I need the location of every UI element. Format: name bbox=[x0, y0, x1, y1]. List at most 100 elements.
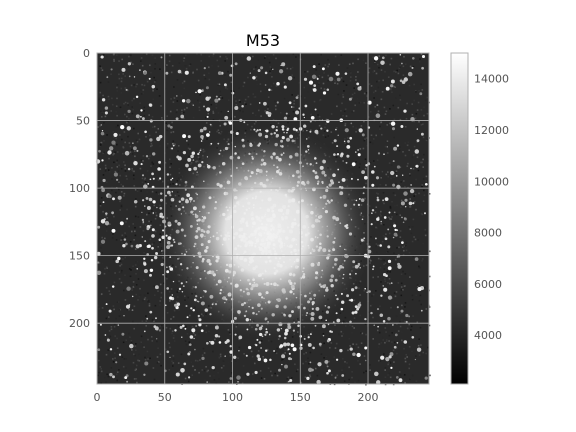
noise-pixel bbox=[130, 84, 133, 87]
noise-pixel bbox=[213, 374, 215, 377]
noise-pixel bbox=[198, 83, 200, 86]
noise-pixel bbox=[422, 351, 424, 354]
noise-pixel bbox=[174, 154, 176, 157]
noise-pixel bbox=[337, 145, 340, 147]
noise-pixel bbox=[158, 206, 161, 208]
noise-pixel bbox=[201, 354, 204, 356]
noise-pixel bbox=[220, 367, 223, 369]
colorbar-tick-label: 14000 bbox=[474, 73, 509, 86]
noise-pixel bbox=[133, 159, 136, 162]
noise-pixel bbox=[413, 83, 415, 86]
noise-pixel bbox=[118, 369, 120, 371]
noise-pixel bbox=[355, 130, 357, 133]
noise-pixel bbox=[212, 119, 215, 121]
noise-pixel bbox=[168, 342, 171, 344]
star-point bbox=[383, 216, 387, 219]
noise-pixel bbox=[415, 294, 417, 297]
noise-pixel bbox=[150, 142, 153, 145]
noise-pixel bbox=[256, 83, 259, 86]
noise-pixel bbox=[125, 221, 127, 223]
star-point bbox=[141, 211, 143, 213]
noise-pixel bbox=[364, 167, 367, 170]
noise-pixel bbox=[120, 77, 123, 80]
noise-pixel bbox=[177, 296, 179, 298]
noise-pixel bbox=[141, 64, 144, 67]
noise-pixel bbox=[377, 193, 379, 195]
noise-pixel bbox=[298, 109, 301, 112]
noise-pixel bbox=[274, 351, 277, 354]
noise-pixel bbox=[392, 349, 395, 352]
noise-pixel bbox=[159, 325, 162, 327]
x-tick-label: 50 bbox=[158, 391, 172, 404]
star-point bbox=[396, 144, 400, 147]
noise-pixel bbox=[417, 239, 419, 241]
star-point bbox=[198, 323, 202, 327]
star-point bbox=[156, 136, 161, 142]
noise-pixel bbox=[114, 352, 116, 354]
noise-pixel bbox=[238, 346, 241, 349]
noise-pixel bbox=[172, 337, 175, 339]
noise-pixel bbox=[418, 121, 420, 123]
noise-pixel bbox=[208, 330, 210, 333]
noise-pixel bbox=[123, 161, 125, 163]
noise-pixel bbox=[252, 112, 254, 114]
noise-pixel bbox=[386, 338, 388, 341]
noise-pixel bbox=[347, 137, 349, 139]
noise-pixel bbox=[154, 304, 157, 307]
noise-pixel bbox=[127, 66, 129, 68]
noise-pixel bbox=[118, 355, 121, 358]
noise-pixel bbox=[384, 327, 387, 329]
noise-pixel bbox=[350, 76, 352, 78]
noise-pixel bbox=[192, 365, 194, 368]
noise-pixel bbox=[376, 227, 378, 229]
noise-pixel bbox=[384, 369, 386, 371]
noise-pixel bbox=[404, 185, 406, 188]
noise-pixel bbox=[145, 325, 147, 327]
noise-pixel bbox=[182, 117, 185, 120]
noise-pixel bbox=[110, 73, 112, 75]
noise-pixel bbox=[136, 140, 139, 143]
noise-pixel bbox=[279, 111, 282, 114]
star-point bbox=[308, 367, 313, 372]
noise-pixel bbox=[111, 167, 113, 169]
noise-pixel bbox=[122, 146, 124, 148]
noise-pixel bbox=[307, 357, 309, 360]
noise-pixel bbox=[242, 85, 245, 88]
noise-pixel bbox=[373, 160, 375, 162]
noise-pixel bbox=[232, 75, 235, 78]
noise-pixel bbox=[353, 87, 355, 89]
star-point bbox=[158, 329, 162, 332]
noise-pixel bbox=[399, 230, 402, 232]
noise-pixel bbox=[142, 89, 145, 91]
star-point bbox=[140, 109, 143, 112]
noise-pixel bbox=[124, 274, 126, 277]
noise-pixel bbox=[392, 104, 395, 107]
noise-pixel bbox=[272, 119, 275, 121]
noise-pixel bbox=[373, 62, 376, 65]
noise-pixel bbox=[171, 121, 173, 124]
noise-pixel bbox=[409, 65, 412, 68]
noise-pixel bbox=[188, 374, 191, 377]
noise-pixel bbox=[400, 318, 403, 321]
noise-pixel bbox=[349, 80, 352, 82]
noise-pixel bbox=[396, 204, 398, 207]
noise-pixel bbox=[336, 82, 339, 85]
noise-pixel bbox=[99, 338, 101, 341]
star-point bbox=[309, 333, 312, 336]
noise-pixel bbox=[197, 79, 200, 82]
star-point bbox=[151, 172, 154, 176]
noise-pixel bbox=[386, 124, 388, 126]
noise-pixel bbox=[285, 356, 288, 359]
noise-pixel bbox=[401, 55, 403, 58]
noise-pixel bbox=[253, 96, 256, 98]
star-point bbox=[260, 66, 264, 70]
star-point bbox=[383, 287, 388, 292]
noise-pixel bbox=[193, 150, 195, 152]
noise-pixel bbox=[381, 240, 384, 243]
star-point bbox=[372, 268, 374, 271]
noise-pixel bbox=[108, 290, 111, 292]
noise-pixel bbox=[112, 361, 115, 363]
noise-pixel bbox=[102, 164, 104, 167]
noise-pixel bbox=[345, 144, 347, 146]
noise-pixel bbox=[390, 177, 392, 180]
